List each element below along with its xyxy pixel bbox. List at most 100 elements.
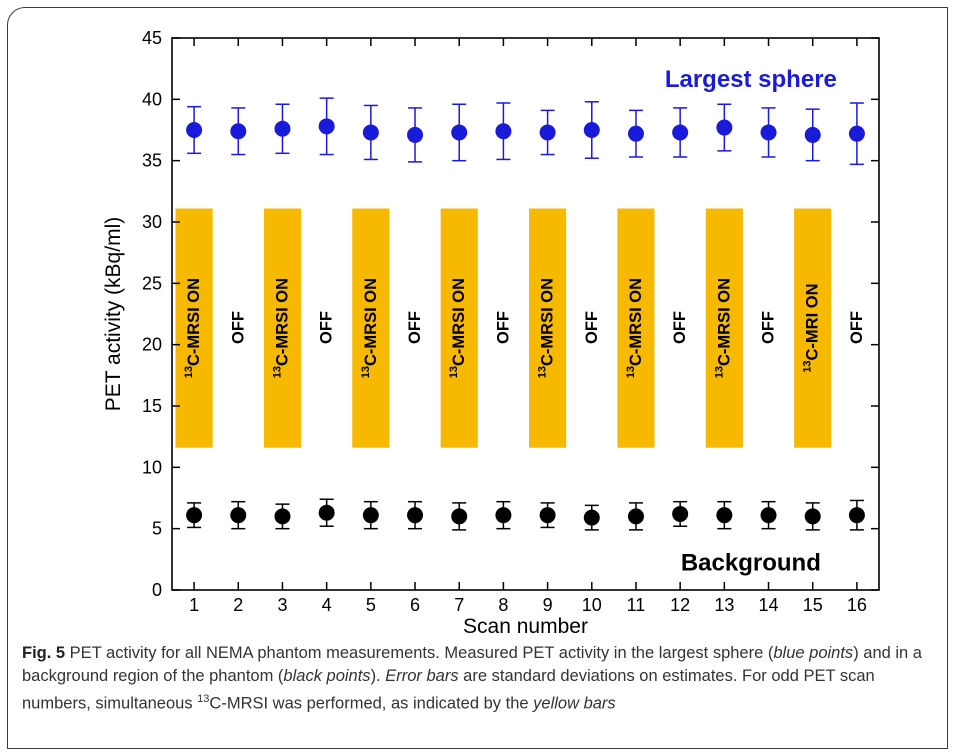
point-background-3 (274, 508, 291, 525)
point-background-15 (804, 508, 821, 525)
point-background-1 (186, 507, 203, 524)
ytick-label-20: 20 (142, 335, 162, 355)
xtick-label-5: 5 (366, 595, 376, 615)
xtick-label-12: 12 (670, 595, 690, 615)
bar-label-text: C-MRSI ON (362, 278, 380, 366)
off-label-4: OFF (318, 311, 336, 344)
xtick-label-2: 2 (233, 595, 243, 615)
point-sphere-12 (672, 124, 689, 141)
yellow-bar-13 (705, 208, 743, 448)
point-sphere-6 (407, 126, 424, 143)
yellow-bar-3 (263, 208, 302, 448)
xtick-label-14: 14 (759, 595, 779, 615)
point-background-12 (672, 505, 689, 522)
caption-text-1: PET activity for all NEMA phantom measur… (65, 644, 774, 662)
point-background-14 (760, 507, 777, 524)
ytick-label-10: 10 (142, 457, 162, 477)
bar-label-11: 13C-MRSI ON (625, 278, 645, 378)
plot-area-frame (171, 37, 880, 591)
bar-label-superscript: 13 (448, 366, 460, 378)
xtick-label-9: 9 (543, 595, 553, 615)
xtick-label-13: 13 (714, 595, 734, 615)
bar-label-superscript: 13 (183, 366, 195, 378)
caption-text-3: ). (370, 667, 386, 685)
xtick-label-15: 15 (803, 595, 823, 615)
point-background-6 (407, 507, 424, 524)
bar-label-text: C-MRSI ON (185, 278, 203, 366)
yellow-bar-9 (529, 208, 567, 448)
point-sphere-8 (495, 123, 512, 140)
xtick-label-16: 16 (847, 595, 867, 615)
xtick-label-7: 7 (454, 595, 464, 615)
point-sphere-4 (318, 118, 335, 135)
bar-label-text: C-MRSI ON (273, 278, 291, 366)
ytick-label-30: 30 (142, 212, 162, 232)
point-sphere-10 (583, 122, 600, 138)
caption-text-2: ) and in a background region of the phan… (22, 644, 922, 685)
point-background-9 (539, 507, 556, 524)
ytick-label-25: 25 (142, 273, 162, 293)
annotation-largest-sphere: Largest sphere (665, 66, 837, 93)
point-background-4 (318, 504, 335, 521)
point-sphere-11 (627, 125, 644, 142)
point-background-13 (716, 507, 733, 524)
xtick-label-4: 4 (322, 595, 332, 615)
ytick-label-35: 35 (142, 151, 162, 171)
yellow-bar-5 (352, 208, 390, 448)
xtick-label-6: 6 (410, 595, 420, 615)
figure-caption: Fig. 5 PET activity for all NEMA phantom… (22, 642, 937, 716)
annotation-background: Background (681, 550, 821, 577)
caption-superscript: 13 (197, 693, 210, 705)
off-label-6: OFF (406, 311, 424, 344)
bar-label-superscript: 13 (625, 366, 637, 378)
bar-label-3: 13C-MRSI ON (271, 278, 291, 378)
point-sphere-9 (539, 124, 556, 141)
caption-text-5: C-MRSI was performed, as indicated by th… (209, 694, 534, 713)
point-sphere-15 (804, 126, 821, 143)
point-background-10 (583, 509, 600, 526)
xtick-label-1: 1 (189, 595, 199, 615)
axis-ticks (172, 37, 879, 591)
point-background-5 (362, 507, 379, 524)
point-sphere-7 (451, 124, 468, 141)
caption-fig-label: Fig. 5 (22, 644, 66, 662)
bar-label-text: C-MRSI ON (450, 278, 468, 366)
figure-frame (7, 7, 948, 749)
point-background-7 (451, 508, 468, 525)
point-background-8 (495, 507, 512, 524)
xtick-label-8: 8 (498, 595, 508, 615)
bar-label-superscript: 13 (537, 366, 549, 378)
point-background-16 (848, 507, 865, 524)
y-axis-label: PET activity (kBq/ml) (102, 217, 125, 411)
bar-label-15: 13C-MRI ON (802, 283, 822, 372)
yellow-bar-11 (617, 208, 655, 448)
bar-label-text: C-MRSI ON (627, 278, 645, 366)
point-sphere-5 (362, 124, 379, 141)
bar-label-13: 13C-MRSI ON (713, 278, 733, 378)
point-sphere-1 (186, 122, 203, 138)
ytick-label-45: 45 (142, 28, 162, 48)
yellow-bar-1 (175, 208, 213, 448)
xtick-label-3: 3 (277, 595, 287, 615)
bar-label-superscript: 13 (802, 360, 814, 372)
caption-italic-error-bars: Error bars (385, 667, 459, 685)
xtick-label-10: 10 (582, 595, 602, 615)
off-label-16: OFF (848, 311, 866, 344)
ytick-label-0: 0 (152, 580, 162, 600)
annotations-layer: Largest sphere Background (665, 66, 837, 576)
yellow-bar-7 (440, 208, 478, 448)
off-label-2: OFF (229, 311, 247, 344)
bar-label-superscript: 13 (713, 366, 725, 378)
ytick-label-5: 5 (152, 519, 162, 539)
caption-italic-blue-points: blue points (773, 644, 854, 662)
xtick-label-11: 11 (627, 595, 646, 615)
point-background-2 (230, 507, 247, 524)
point-sphere-13 (716, 119, 733, 136)
bar-label-text: C-MRSI ON (715, 278, 733, 366)
ytick-label-15: 15 (142, 396, 162, 416)
yellow-bar-15 (794, 208, 832, 448)
bar-label-superscript: 13 (271, 366, 283, 378)
caption-text-4: are standard deviations on estimates. Fo… (22, 667, 875, 713)
